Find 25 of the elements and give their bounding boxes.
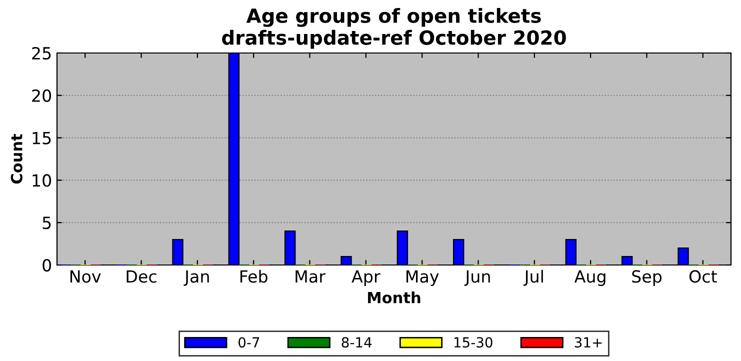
y-tick-label: 5 bbox=[42, 216, 51, 230]
y-tick-label: 0 bbox=[42, 258, 52, 272]
y-axis-title: Count bbox=[10, 134, 22, 184]
x-tick-label: Sep bbox=[632, 270, 662, 286]
x-tick-label: Oct bbox=[689, 270, 717, 283]
x-tick-label: Apr bbox=[352, 270, 380, 286]
x-tick-label: Dec bbox=[126, 270, 156, 283]
x-tick-label: Feb bbox=[240, 270, 268, 283]
x-axis-title: Month bbox=[368, 292, 420, 304]
x-tick-label: Aug bbox=[574, 270, 606, 286]
y-tick-label: 25 bbox=[32, 46, 51, 60]
x-tick-label: Jan bbox=[184, 270, 209, 286]
x-tick-label: Jul bbox=[524, 270, 543, 286]
y-tick-label: 15 bbox=[32, 132, 51, 144]
chart-title: Age groups of open tickets drafts-update-ref October 2020 bbox=[222, 8, 566, 49]
legend-label: 31+ bbox=[574, 337, 602, 348]
x-tick-label: May bbox=[406, 270, 439, 286]
y-tick-label: 20 bbox=[32, 89, 52, 102]
x-tick-label: Mar bbox=[296, 270, 326, 283]
y-tick-label: 10 bbox=[32, 174, 52, 187]
x-tick-label: Nov bbox=[70, 270, 101, 283]
legend-label: 8-14 bbox=[342, 337, 372, 348]
legend-label: 0-7 bbox=[238, 337, 260, 348]
x-tick-label: Jun bbox=[464, 270, 490, 286]
legend-label: 15-30 bbox=[454, 337, 492, 348]
